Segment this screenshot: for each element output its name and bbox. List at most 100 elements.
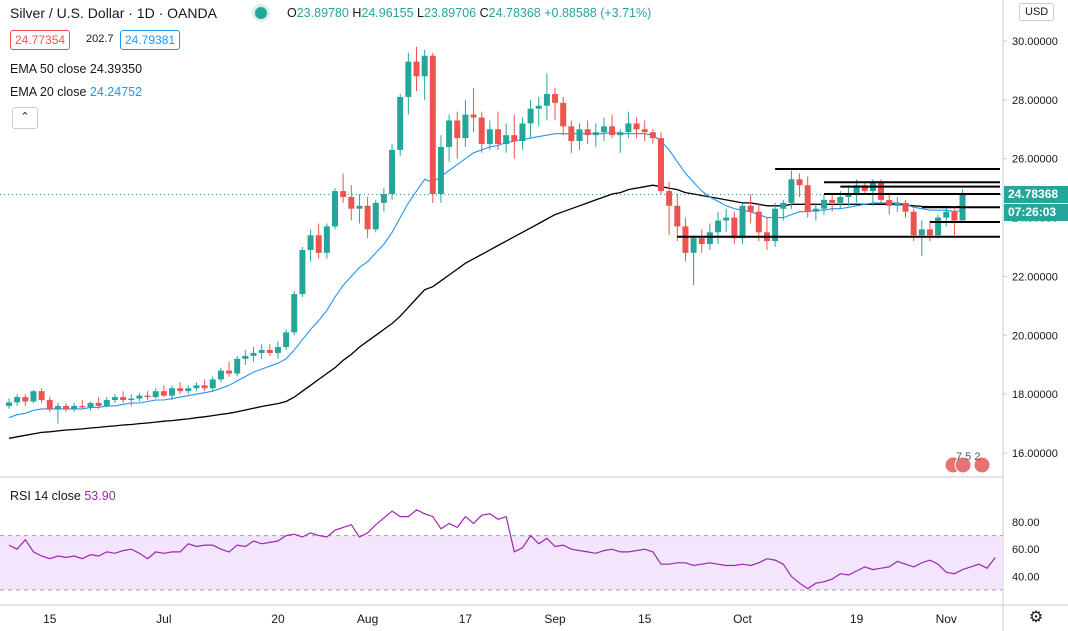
candle-body bbox=[609, 126, 616, 136]
candle-body bbox=[486, 129, 493, 144]
candle-body bbox=[332, 191, 338, 227]
candle-body bbox=[690, 238, 697, 253]
candle-body bbox=[177, 388, 184, 392]
rsi-tick-label: 80.00 bbox=[1012, 517, 1040, 529]
candle-body bbox=[454, 120, 461, 139]
candle-body bbox=[861, 185, 868, 192]
ema20-value: 24.24752 bbox=[89, 85, 143, 99]
ema50-label: EMA 50 close bbox=[10, 62, 87, 76]
candle-body bbox=[755, 211, 762, 233]
rsi-band bbox=[0, 535, 1003, 590]
candle-body bbox=[54, 405, 61, 409]
candle-body bbox=[666, 191, 673, 206]
ema20-legend[interactable]: EMA 20 close 24.24752 bbox=[10, 85, 142, 99]
candle-body bbox=[79, 405, 86, 408]
flag-icon bbox=[944, 456, 991, 474]
candle-body bbox=[340, 191, 347, 197]
candle-body bbox=[95, 402, 102, 406]
ema50-value: 24.39350 bbox=[89, 62, 143, 76]
chevron-up-icon[interactable]: ⌃ bbox=[12, 107, 38, 129]
change-value: +0.88588 (+3.71%) bbox=[544, 6, 652, 20]
candle-body bbox=[658, 138, 664, 192]
candle-body bbox=[87, 402, 94, 408]
candle-body bbox=[38, 391, 45, 401]
candle-body bbox=[380, 194, 387, 203]
gear-icon[interactable]: ⚙ bbox=[1028, 609, 1044, 626]
candle-body bbox=[641, 129, 648, 133]
candle-body bbox=[389, 149, 396, 195]
rsi-tick-label: 40.00 bbox=[1012, 571, 1040, 583]
candle-body bbox=[242, 355, 249, 359]
candle-body bbox=[299, 249, 306, 295]
close-value: 24.78368 bbox=[488, 6, 541, 20]
sell-price-button[interactable]: 24.77354 bbox=[10, 30, 71, 50]
candle-body bbox=[437, 146, 444, 195]
rsi-legend[interactable]: RSI 14 close 53.90 bbox=[10, 489, 116, 503]
market-status-icon[interactable] bbox=[255, 7, 267, 19]
candle-body bbox=[136, 395, 143, 399]
candle-body bbox=[144, 395, 151, 398]
symbol-title[interactable]: Silver / U.S. Dollar · 1D · OANDA bbox=[10, 5, 217, 21]
candle-body bbox=[878, 182, 885, 200]
candle-body bbox=[266, 350, 273, 353]
price-tick-label: 30.00000 bbox=[1012, 36, 1058, 48]
time-tick-label: 20 bbox=[271, 612, 285, 626]
candle-body bbox=[429, 55, 436, 195]
candle-body bbox=[568, 126, 575, 142]
candle-body bbox=[674, 205, 681, 227]
candle-body bbox=[169, 388, 175, 396]
candle-body bbox=[625, 123, 632, 133]
candle-body bbox=[226, 370, 233, 374]
candle-body bbox=[633, 123, 640, 130]
candle-body bbox=[478, 117, 485, 144]
candle-body bbox=[747, 205, 754, 212]
candle-body bbox=[348, 196, 355, 209]
ema50-legend[interactable]: EMA 50 close 24.39350 bbox=[10, 62, 142, 76]
candle-body bbox=[397, 96, 404, 150]
candle-body bbox=[315, 235, 322, 253]
candle-body bbox=[772, 208, 779, 242]
ema20-line-group bbox=[8, 131, 963, 419]
rsi-label: RSI 14 close bbox=[10, 489, 81, 503]
countdown-tag: 07:26:03 bbox=[1004, 203, 1068, 221]
candle-body bbox=[356, 205, 363, 209]
time-tick-label: 15 bbox=[43, 612, 57, 626]
candle-body bbox=[209, 379, 216, 389]
candle-body bbox=[63, 405, 70, 409]
last-price-tag: 24.78368 bbox=[1004, 185, 1068, 203]
candle-body bbox=[723, 217, 730, 221]
candle-body bbox=[152, 391, 159, 398]
candle-body bbox=[283, 332, 290, 348]
events-flag[interactable]: 7 5 2 bbox=[944, 451, 992, 478]
candle-body bbox=[706, 232, 713, 245]
candle-body bbox=[234, 358, 241, 374]
price-tick-label: 22.00000 bbox=[1012, 271, 1058, 283]
candle-body bbox=[258, 350, 265, 353]
candle-body bbox=[821, 199, 827, 209]
time-tick-label: Nov bbox=[936, 612, 957, 626]
rsi-line-group bbox=[8, 509, 996, 590]
currency-button[interactable]: USD bbox=[1019, 3, 1055, 21]
candle-body bbox=[918, 229, 925, 236]
high-value: 24.96155 bbox=[361, 6, 414, 20]
candle-body bbox=[470, 114, 477, 118]
candle-body bbox=[307, 235, 314, 250]
candle-body bbox=[617, 132, 624, 136]
candle-body bbox=[421, 55, 428, 77]
horizontal-levels-group[interactable] bbox=[677, 168, 1000, 238]
candle-body bbox=[405, 61, 412, 97]
time-tick-label: 19 bbox=[850, 612, 864, 626]
candle-body bbox=[592, 132, 599, 136]
candle-body bbox=[217, 370, 224, 380]
candle-body bbox=[22, 397, 29, 402]
buy-price-button[interactable]: 24.79381 bbox=[120, 30, 181, 50]
candle-body bbox=[120, 397, 127, 401]
time-axis-ticks: 15 Jul 20 Aug 17 Sep 15 Oct 19 Nov bbox=[43, 612, 957, 626]
candle-body bbox=[560, 102, 567, 127]
price-tick-label: 16.00000 bbox=[1012, 448, 1058, 460]
candle-body bbox=[731, 217, 738, 239]
low-value: 23.89706 bbox=[423, 6, 477, 20]
candle-body bbox=[111, 397, 118, 401]
candle-body bbox=[894, 202, 901, 206]
